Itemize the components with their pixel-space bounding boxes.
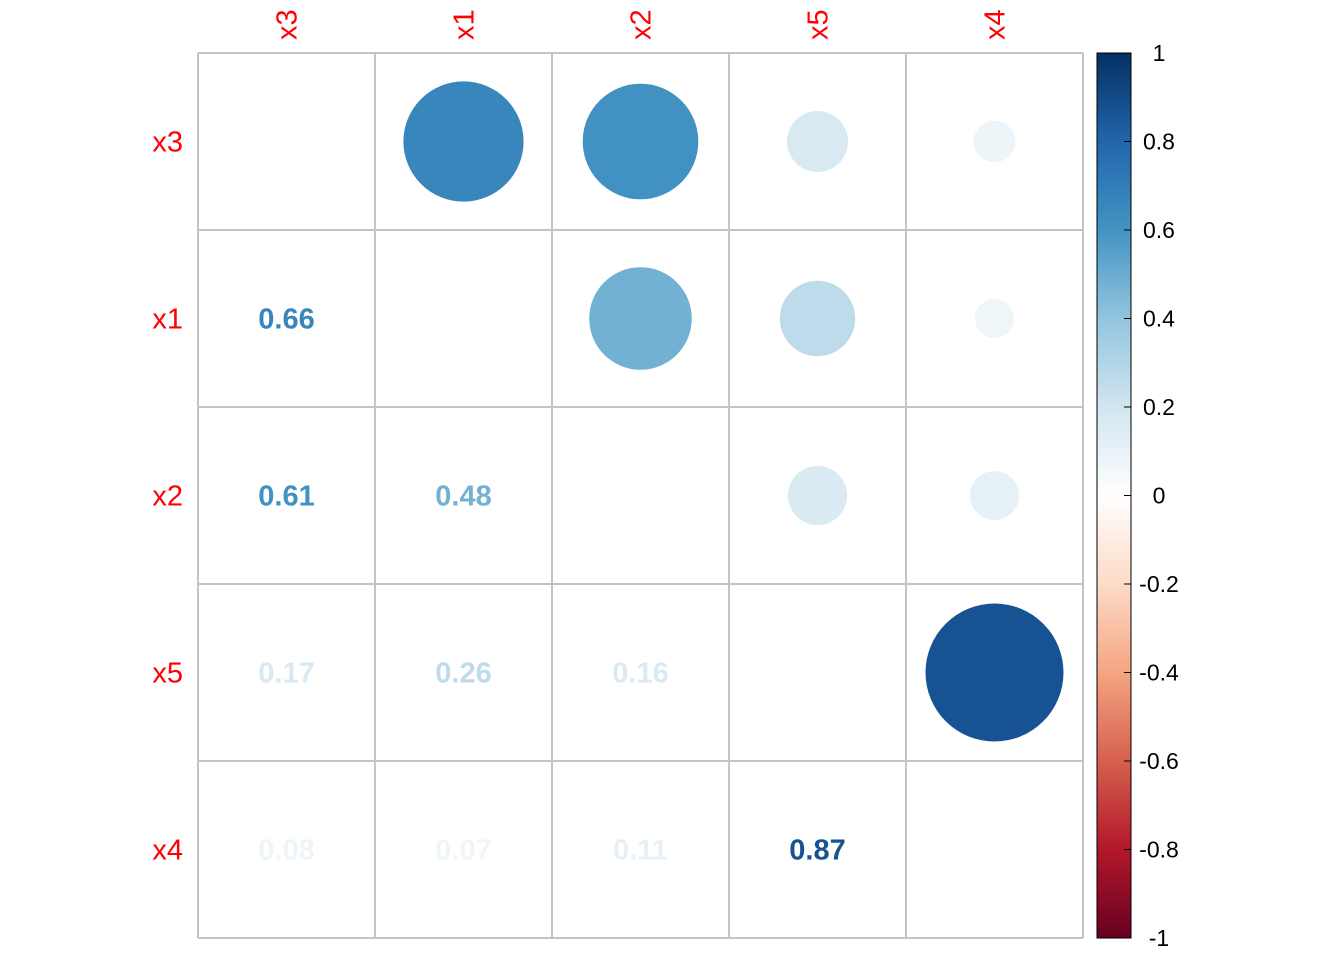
col-labels: x3 x1 x2 x5 x4 [272,9,1012,40]
corr-value-x5-x2: 0.16 [612,658,668,690]
corr-circle-x3-x1 [403,81,524,202]
corr-circle-x3-x4 [973,120,1016,163]
corr-value-x1-x3: 0.66 [258,304,314,336]
corr-value-x2-x1: 0.48 [435,481,491,513]
corr-value-x5-x3: 0.17 [258,658,314,690]
col-label-x1: x1 [449,9,481,40]
corr-value-x4-x2: 0.11 [613,835,668,867]
corr-circle-x3-x2 [582,83,699,200]
colorbar-tick-label: 0.6 [1143,217,1175,243]
corr-circle-x1-x4 [974,298,1015,339]
corr-circle-x3-x5 [787,111,848,172]
row-label-x5: x5 [152,658,183,690]
corr-circle-x2-x5 [787,465,848,526]
colorbar-tick-label: 0 [1153,483,1166,509]
corr-value-x2-x3: 0.61 [258,481,314,513]
corr-value-x4-x1: 0.07 [435,835,491,867]
corr-value-x5-x1: 0.26 [435,658,491,690]
row-label-x2: x2 [152,481,183,513]
colorbar-tick-label: 1 [1153,40,1166,66]
corr-circle-x5-x4 [925,603,1064,742]
cells: 0.66 0.61 0.48 0.17 0.26 0.16 0.08 0.07 0.11 0.87 [258,81,1064,867]
corr-circle-x1-x5 [779,280,856,357]
colorbar-tick-label: -0.8 [1139,837,1179,863]
col-label-x3: x3 [272,9,304,40]
col-label-x4: x4 [980,9,1012,40]
colorbar-tick-label: -0.6 [1139,748,1179,774]
corr-circle-x1-x2 [589,267,692,370]
corr-value-x4-x5: 0.87 [789,835,845,867]
corr-value-x4-x3: 0.08 [258,835,314,867]
grid [197,52,1084,939]
row-label-x4: x4 [152,835,183,867]
row-labels: x3 x1 x2 x5 x4 [152,127,183,867]
colorbar-tick-label: -0.4 [1139,660,1179,686]
colorbar-tick-label: -1 [1149,925,1169,951]
colorbar-tick-label: 0.4 [1143,306,1175,332]
colorbar-tick-label: 0.8 [1143,129,1175,155]
corr-circle-x2-x4 [970,471,1019,520]
colorbar-tick-label: -0.2 [1139,571,1179,597]
row-label-x3: x3 [152,127,183,159]
col-label-x5: x5 [803,9,835,40]
col-label-x2: x2 [626,9,658,40]
colorbar: 1 0.8 0.6 0.4 0.2 0 -0.2 -0.4 -0.6 -0.8 -1 [1096,40,1179,951]
row-label-x1: x1 [152,304,183,336]
colorbar-tick-label: 0.2 [1143,394,1175,420]
